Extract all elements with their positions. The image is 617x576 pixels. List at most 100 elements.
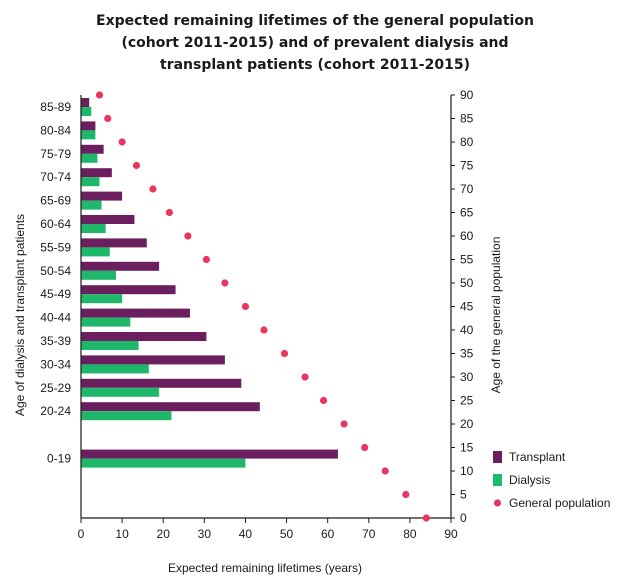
bar-transplant-35-39 bbox=[81, 332, 206, 341]
bar-transplant-60-64 bbox=[81, 215, 134, 224]
y-tick-label: 70-74 bbox=[40, 170, 71, 184]
y2-tick-label: 20 bbox=[460, 417, 474, 431]
y2-tick-label: 50 bbox=[460, 276, 474, 290]
point-general-population-age-85 bbox=[104, 115, 111, 122]
bar-transplant-80-84 bbox=[81, 121, 95, 130]
point-general-population-age-35 bbox=[281, 350, 288, 357]
y2-tick-label: 25 bbox=[460, 394, 474, 408]
x-axis-title: Expected remaining lifetimes (years) bbox=[168, 561, 362, 575]
bar-dialysis-40-44 bbox=[81, 318, 130, 327]
chart-title: Expected remaining lifetimes of the gene… bbox=[96, 13, 534, 73]
bar-transplant-75-79 bbox=[81, 145, 104, 154]
x-tick-label: 50 bbox=[280, 527, 294, 541]
x-tick-label: 20 bbox=[157, 527, 171, 541]
bar-dialysis-0-19 bbox=[81, 459, 245, 468]
x-tick-label: 90 bbox=[444, 527, 458, 541]
x-tick-label: 60 bbox=[321, 527, 335, 541]
y-tick-label: 25-29 bbox=[40, 381, 71, 395]
bar-dialysis-20-24 bbox=[81, 411, 171, 420]
y-tick-label: 65-69 bbox=[40, 194, 71, 208]
bar-dialysis-60-64 bbox=[81, 224, 106, 233]
y2-tick-label: 15 bbox=[460, 441, 474, 455]
y2-tick-label: 75 bbox=[460, 159, 474, 173]
y-tick-label: 35-39 bbox=[40, 334, 71, 348]
y2-tick-label: 55 bbox=[460, 253, 474, 267]
y2-tick-label: 40 bbox=[460, 323, 474, 337]
point-general-population-age-50 bbox=[221, 279, 228, 286]
bar-transplant-45-49 bbox=[81, 285, 176, 294]
x-tick-label: 0 bbox=[78, 527, 85, 541]
point-general-population-age-60 bbox=[184, 232, 191, 239]
y-tick-label: 50-54 bbox=[40, 264, 71, 278]
bar-dialysis-50-54 bbox=[81, 271, 116, 280]
x-tick-label: 70 bbox=[362, 527, 376, 541]
point-general-population-age-5 bbox=[402, 491, 409, 498]
point-general-population-age-40 bbox=[260, 326, 267, 333]
legend-label-dialysis: Dialysis bbox=[509, 473, 550, 487]
point-general-population-age-70 bbox=[149, 185, 156, 192]
y2-tick-label: 0 bbox=[460, 511, 467, 525]
y2-tick-label: 30 bbox=[460, 370, 474, 384]
point-general-population-age-25 bbox=[320, 397, 327, 404]
chart-title-line-2: (cohort 2011-2015) and of prevalent dial… bbox=[121, 35, 508, 51]
x-tick-label: 80 bbox=[403, 527, 417, 541]
y2-tick-label: 85 bbox=[460, 112, 474, 126]
y2-tick-label: 90 bbox=[460, 88, 474, 102]
x-tick-label: 30 bbox=[198, 527, 212, 541]
point-general-population-age-20 bbox=[341, 420, 348, 427]
bar-dialysis-65-69 bbox=[81, 201, 102, 210]
bar-dialysis-45-49 bbox=[81, 294, 122, 303]
y-tick-label: 0-19 bbox=[47, 452, 71, 466]
point-general-population-age-45 bbox=[242, 303, 249, 310]
bar-transplant-85-89 bbox=[81, 98, 89, 107]
legend: Transplant Dialysis General population bbox=[493, 450, 610, 510]
y-tick-label: 45-49 bbox=[40, 287, 71, 301]
point-general-population-age-30 bbox=[301, 373, 308, 380]
point-general-population-age-80 bbox=[119, 138, 126, 145]
y-tick-label: 85-89 bbox=[40, 100, 71, 114]
y-tick-label: 40-44 bbox=[40, 311, 71, 325]
y-tick-label: 20-24 bbox=[40, 404, 71, 418]
chart-title-line-1: Expected remaining lifetimes of the gene… bbox=[96, 13, 534, 29]
bar-dialysis-30-34 bbox=[81, 364, 149, 373]
bar-transplant-20-24 bbox=[81, 402, 260, 411]
legend-label-general-population: General population bbox=[509, 496, 610, 510]
bar-transplant-55-59 bbox=[81, 238, 147, 247]
y-tick-label: 55-59 bbox=[40, 240, 71, 254]
y-tick-label: 75-79 bbox=[40, 147, 71, 161]
y2-tick-label: 45 bbox=[460, 300, 474, 314]
bar-dialysis-70-74 bbox=[81, 177, 100, 186]
bar-dialysis-75-79 bbox=[81, 154, 97, 163]
bar-transplant-40-44 bbox=[81, 309, 190, 318]
y2-tick-label: 80 bbox=[460, 135, 474, 149]
bar-transplant-25-29 bbox=[81, 379, 241, 388]
y2-tick-label: 10 bbox=[460, 464, 474, 478]
bar-transplant-65-69 bbox=[81, 192, 122, 201]
point-general-population-age-15 bbox=[361, 444, 368, 451]
point-general-population-age-65 bbox=[166, 209, 173, 216]
legend-label-transplant: Transplant bbox=[509, 450, 566, 464]
bar-transplant-0-19 bbox=[81, 450, 338, 459]
legend-swatch-transplant bbox=[493, 451, 502, 463]
bar-transplant-30-34 bbox=[81, 355, 225, 364]
bar-dialysis-85-89 bbox=[81, 107, 91, 116]
point-general-population-age-10 bbox=[382, 467, 389, 474]
y2-tick-label: 35 bbox=[460, 347, 474, 361]
y2-tick-label: 60 bbox=[460, 229, 474, 243]
y-tick-label: 80-84 bbox=[40, 123, 71, 137]
y-axis-title: Age of dialysis and transplant patients bbox=[13, 214, 27, 416]
plot-area: 0-19 20-24 25-29 30-34 35-39 40-44 45-49 50-54 5… bbox=[40, 88, 473, 541]
point-general-population-age-55 bbox=[203, 256, 210, 263]
point-general-population-age-0 bbox=[423, 514, 430, 521]
x-tick-label: 10 bbox=[115, 527, 129, 541]
y-tick-label: 60-64 bbox=[40, 217, 71, 231]
bar-dialysis-80-84 bbox=[81, 130, 95, 139]
bar-transplant-70-74 bbox=[81, 168, 112, 177]
bar-dialysis-25-29 bbox=[81, 388, 159, 397]
y2-tick-label: 5 bbox=[460, 488, 467, 502]
bar-transplant-50-54 bbox=[81, 262, 159, 271]
y2-tick-label: 70 bbox=[460, 182, 474, 196]
y2-tick-label: 65 bbox=[460, 206, 474, 220]
chart-title-line-3: transplant patients (cohort 2011-2015) bbox=[160, 57, 470, 73]
